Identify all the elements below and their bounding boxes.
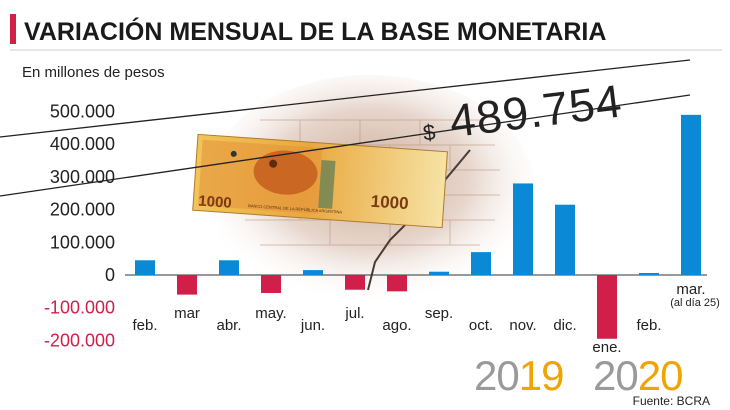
source-label: Fuente: BCRA bbox=[633, 394, 710, 408]
bar bbox=[471, 252, 491, 275]
bar bbox=[387, 275, 407, 292]
highlight-currency: $ bbox=[422, 119, 437, 145]
bar bbox=[597, 275, 617, 339]
bar bbox=[639, 273, 659, 275]
x-tick-note: (al día 25) bbox=[670, 297, 720, 309]
x-tick-label: ene. bbox=[592, 339, 621, 356]
bar bbox=[177, 275, 197, 295]
y-tick-label: -200.000 bbox=[44, 330, 115, 350]
bar bbox=[429, 271, 449, 275]
y-axis-ticks: 500.000 400.000 300.000 200.000 100.000 0 -100… bbox=[44, 102, 115, 351]
year-labels: 2019 2020 bbox=[474, 352, 683, 399]
banknote-image: 1000 1000 BANCO CENTRAL DE LA REPÚBLICA … bbox=[192, 133, 448, 229]
x-tick-label: mar bbox=[174, 305, 200, 322]
banknote-pin bbox=[230, 150, 237, 157]
x-tick-label: sep. bbox=[425, 305, 453, 322]
x-tick-label: jun. bbox=[300, 317, 325, 334]
y-tick-label: 500.000 bbox=[50, 102, 115, 122]
x-axis-labels: feb. mar abr. may. jun. jul. ago. sep. oct. nov. d… bbox=[132, 281, 719, 356]
bar bbox=[135, 260, 155, 275]
bar bbox=[303, 270, 323, 275]
x-tick-label: ago. bbox=[382, 317, 411, 334]
chart-title: VARIACIÓN MENSUAL DE LA BASE MONETARIA bbox=[24, 16, 606, 46]
bar bbox=[345, 275, 365, 290]
bar bbox=[513, 183, 533, 275]
unit-label: En millones de pesos bbox=[22, 64, 165, 81]
y-tick-label: 400.000 bbox=[50, 134, 115, 154]
x-tick-label: feb. bbox=[132, 317, 157, 334]
y-tick-label: 200.000 bbox=[50, 200, 115, 220]
highlight-number: 489.754 bbox=[447, 74, 625, 147]
y-tick-label: 300.000 bbox=[50, 167, 115, 187]
year-2019-suffix: 19 bbox=[519, 352, 564, 399]
x-tick-label: nov. bbox=[509, 317, 536, 334]
highlight-line-upper bbox=[0, 59, 691, 138]
x-tick-label: mar. bbox=[676, 281, 705, 298]
y-tick-label: 0 bbox=[105, 265, 115, 285]
year-2020: 2020 bbox=[593, 352, 682, 399]
bar bbox=[681, 114, 701, 276]
highlight-line-lower bbox=[0, 94, 691, 197]
x-tick-label: dic. bbox=[553, 317, 576, 334]
x-tick-label: oct. bbox=[469, 317, 493, 334]
x-tick-label: jul. bbox=[344, 305, 364, 322]
y-tick-label: 100.000 bbox=[50, 232, 115, 252]
y-tick-label: -100.000 bbox=[44, 298, 115, 318]
banknote-denomination-right: 1000 bbox=[370, 192, 409, 214]
bars bbox=[135, 114, 701, 339]
bar bbox=[555, 204, 575, 275]
bar bbox=[219, 260, 239, 275]
bar bbox=[261, 275, 281, 293]
year-2019-prefix: 20 bbox=[474, 352, 519, 399]
year-2019: 2019 bbox=[474, 352, 563, 399]
year-2020-prefix: 20 bbox=[593, 352, 638, 399]
title-bar bbox=[10, 14, 16, 44]
banknote-denomination-left: 1000 bbox=[198, 193, 232, 212]
x-tick-label: abr. bbox=[216, 317, 241, 334]
x-tick-label: may. bbox=[255, 305, 286, 322]
banknote-issuer: BANCO CENTRAL DE LA REPÚBLICA ARGENTINA bbox=[248, 203, 343, 215]
year-2020-suffix: 20 bbox=[638, 352, 683, 399]
x-tick-label: feb. bbox=[636, 317, 661, 334]
